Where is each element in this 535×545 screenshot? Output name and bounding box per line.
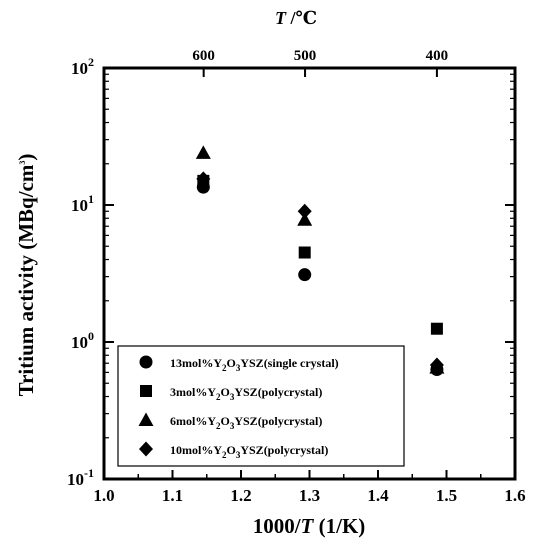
x-tick-label: 1.4 — [367, 486, 389, 505]
triangle-data-point — [297, 212, 313, 226]
legend-box — [117, 345, 405, 467]
top-tick-label: 500 — [294, 48, 317, 64]
data-points — [195, 145, 445, 376]
legend-entry-label: 10mol%Y2O3YSZ(polycrystal) — [170, 443, 328, 460]
x-tick-label: 1.2 — [230, 486, 251, 505]
x-axis-title: 1000/T (1/K) — [253, 514, 366, 538]
x-tick-label: 1.3 — [299, 486, 320, 505]
legend-diamond-marker — [139, 441, 153, 457]
square-data-point — [430, 322, 443, 335]
legend-circle-marker — [139, 355, 153, 369]
x-tick-label: 1.0 — [93, 486, 114, 505]
diamond-data-point — [196, 171, 211, 187]
legend-entry-label: 6mol%Y2O3YSZ(polycrystal) — [170, 414, 322, 431]
diamond-data-point — [297, 203, 312, 219]
y-tick-label: 102 — [71, 55, 94, 78]
top-tick-label: 600 — [192, 48, 215, 64]
top-axis-title: T /℃ — [275, 8, 317, 28]
x-tick-label: 1.5 — [436, 486, 457, 505]
top-tick-label: 400 — [426, 48, 449, 64]
diamond-data-point — [429, 357, 444, 373]
axis-tick-labels: 1.0 1.1 1.2 1.3 1.4 1.5 1.6 600 500 400 10-1 100 101… — [67, 48, 526, 505]
x-tick-label: 1.6 — [504, 486, 525, 505]
circle-data-point — [298, 268, 312, 282]
triangle-data-point — [195, 145, 211, 159]
axis-ticks — [103, 67, 516, 480]
y-tick-label: 100 — [71, 329, 94, 352]
legend-entry-label: 3mol%Y2O3YSZ(polycrystal) — [170, 385, 322, 402]
square-data-point — [298, 246, 311, 259]
legend: 13mol%Y2O3YSZ(single crystal) 3mol%Y2O3YS… — [117, 345, 405, 467]
legend-triangle-marker — [138, 412, 154, 426]
legend-entry-label: 13mol%Y2O3YSZ(single crystal) — [170, 356, 339, 373]
x-tick-label: 1.1 — [162, 486, 183, 505]
legend-square-marker — [140, 385, 152, 397]
y-tick-label: 101 — [71, 192, 94, 215]
y-axis-title: Tritium activity (MBq/cm3) — [14, 154, 38, 397]
y-tick-label: 10-1 — [67, 466, 94, 489]
